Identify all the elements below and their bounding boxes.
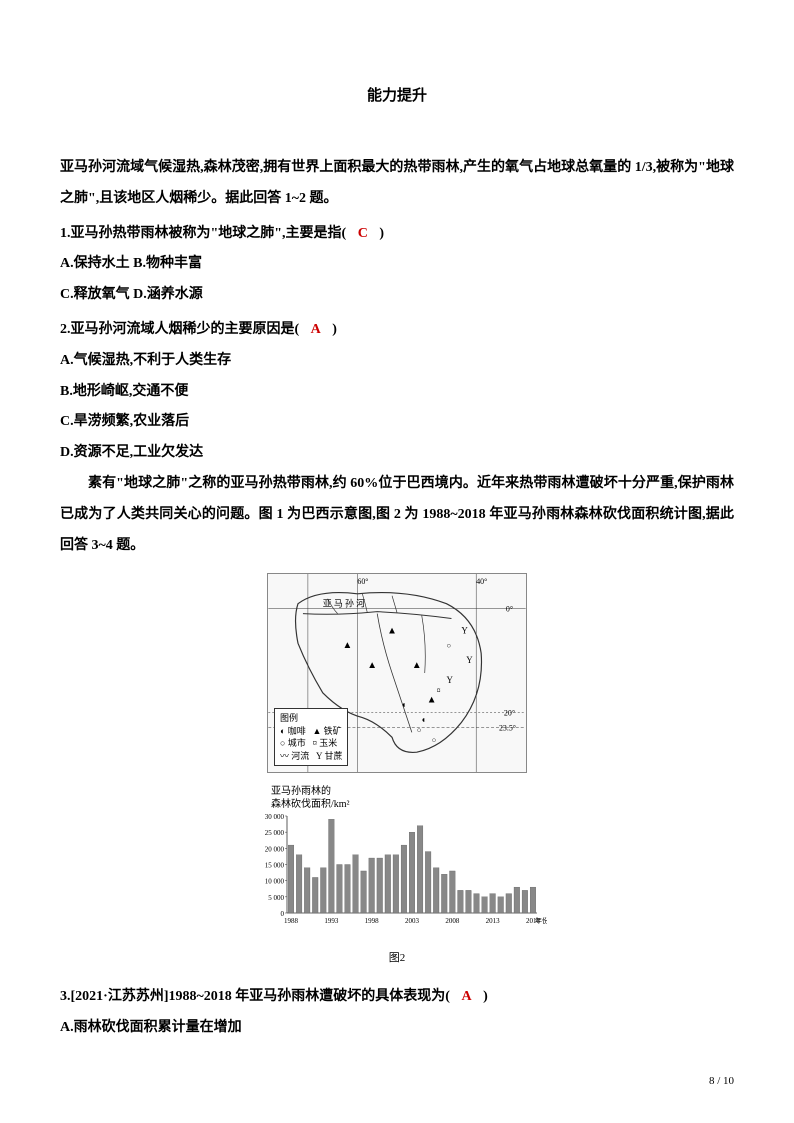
svg-text:30 000: 30 000 bbox=[265, 813, 285, 821]
legend-sym-2: ○ bbox=[280, 738, 285, 748]
legend-label-1: 铁矿 bbox=[324, 726, 342, 736]
brazil-map: 60° 40° 0° 20° 23.5° 亚 马 孙 河 ▲ ▲ ▲ ▲ ▲ ○… bbox=[267, 573, 527, 773]
q3-answer: A bbox=[453, 989, 479, 1004]
legend-label-3: 玉米 bbox=[319, 738, 337, 748]
q2-option-b: B.地形崎岖,交通不便 bbox=[60, 377, 734, 408]
lon-60: 60° bbox=[357, 577, 368, 586]
q1-stem-pre: 1.亚马孙热带雨林被称为"地球之肺",主要是指( bbox=[60, 226, 346, 241]
svg-text:▲: ▲ bbox=[367, 660, 377, 671]
svg-text:▲: ▲ bbox=[343, 641, 353, 652]
q1-stem-post: ) bbox=[379, 226, 384, 241]
lon-40: 40° bbox=[476, 577, 487, 586]
river-label: 亚 马 孙 河 bbox=[323, 598, 365, 609]
q3-option-a: A.雨林砍伐面积累计量在增加 bbox=[60, 1013, 734, 1044]
legend-sym-3: ¤ bbox=[312, 738, 317, 748]
svg-text:1993: 1993 bbox=[324, 917, 339, 925]
svg-text:Y: Y bbox=[461, 626, 468, 636]
svg-text:2003: 2003 bbox=[405, 917, 420, 925]
lat-0: 0° bbox=[506, 605, 513, 614]
svg-text:◐: ◐ bbox=[422, 715, 427, 725]
svg-text:20 000: 20 000 bbox=[265, 846, 285, 854]
lat-23: 23.5° bbox=[499, 724, 516, 733]
svg-text:Y: Y bbox=[466, 655, 473, 665]
bar-chart-svg: 05 00010 00015 00020 00025 00030 0001988… bbox=[247, 811, 547, 931]
q2-option-c: C.旱涝频繁,农业落后 bbox=[60, 407, 734, 438]
q3-stem-post: ) bbox=[483, 989, 488, 1004]
question-2: 2.亚马孙河流域人烟稀少的主要原因是( A ) bbox=[60, 315, 734, 346]
legend-label-2: 城市 bbox=[288, 738, 306, 748]
chart-caption: 图2 bbox=[247, 946, 547, 970]
q2-option-a: A.气候湿热,不利于人类生存 bbox=[60, 346, 734, 377]
svg-text:10 000: 10 000 bbox=[265, 878, 285, 886]
chart-title-2: 森林砍伐面积/km² bbox=[271, 799, 350, 810]
svg-text:▲: ▲ bbox=[387, 626, 397, 637]
svg-text:年份: 年份 bbox=[535, 916, 547, 925]
chart-title-1: 亚马孙雨林的 bbox=[271, 786, 331, 797]
figure-1-map: 60° 40° 0° 20° 23.5° 亚 马 孙 河 ▲ ▲ ▲ ▲ ▲ ○… bbox=[60, 573, 734, 773]
svg-text:▲: ▲ bbox=[427, 695, 437, 706]
legend-sym-1: ▲ bbox=[312, 726, 321, 736]
svg-text:◐: ◐ bbox=[402, 700, 407, 710]
q3-stem-pre: 3.[2021·江苏苏州]1988~2018 年亚马孙雨林遭破坏的具体表现为( bbox=[60, 989, 450, 1004]
q2-answer: A bbox=[303, 322, 329, 337]
context-paragraph-2: 素有"地球之肺"之称的亚马孙热带雨林,约 60%位于巴西境内。近年来热带雨林遭破… bbox=[60, 469, 734, 561]
map-legend: 图例 ◐ 咖啡 ▲ 铁矿 ○ 城市 ¤ 玉米 〰 河流 Y 甘蔗 bbox=[274, 708, 348, 766]
q1-answer: C bbox=[350, 226, 376, 241]
svg-text:2008: 2008 bbox=[445, 917, 460, 925]
legend-label-4: 河流 bbox=[291, 751, 309, 761]
svg-text:¤: ¤ bbox=[437, 686, 441, 695]
page-number: 8 / 10 bbox=[709, 1069, 734, 1093]
q1-options-ab: A.保持水土 B.物种丰富 bbox=[60, 249, 734, 280]
svg-text:Y: Y bbox=[447, 675, 454, 685]
intro-paragraph: 亚马孙河流域气候湿热,森林茂密,拥有世界上面积最大的热带雨林,产生的氧气占地球总… bbox=[60, 153, 734, 215]
svg-text:○: ○ bbox=[447, 642, 452, 651]
question-3: 3.[2021·江苏苏州]1988~2018 年亚马孙雨林遭破坏的具体表现为( … bbox=[60, 982, 734, 1013]
figure-2-chart: 亚马孙雨林的 森林砍伐面积/km² 05 00010 00015 00020 0… bbox=[60, 785, 734, 970]
svg-text:2013: 2013 bbox=[486, 917, 501, 925]
section-title: 能力提升 bbox=[60, 80, 734, 113]
svg-text:15 000: 15 000 bbox=[265, 862, 285, 870]
question-1: 1.亚马孙热带雨林被称为"地球之肺",主要是指( C ) bbox=[60, 219, 734, 250]
legend-sym-0: ◐ bbox=[280, 726, 285, 736]
q2-stem-post: ) bbox=[332, 322, 337, 337]
svg-text:1998: 1998 bbox=[365, 917, 380, 925]
lat-20: 20° bbox=[504, 709, 515, 718]
svg-text:○: ○ bbox=[417, 726, 422, 735]
svg-text:▲: ▲ bbox=[412, 660, 422, 671]
svg-text:○: ○ bbox=[432, 736, 437, 745]
q1-options-cd: C.释放氧气 D.涵养水源 bbox=[60, 280, 734, 311]
legend-label-0: 咖啡 bbox=[288, 726, 306, 736]
legend-title: 图例 bbox=[280, 712, 342, 725]
q2-stem-pre: 2.亚马孙河流域人烟稀少的主要原因是( bbox=[60, 322, 299, 337]
legend-sym-5: Y bbox=[316, 751, 322, 761]
legend-label-5: 甘蔗 bbox=[324, 751, 342, 761]
svg-text:5 000: 5 000 bbox=[268, 894, 284, 902]
legend-sym-4: 〰 bbox=[280, 751, 289, 761]
svg-text:1988: 1988 bbox=[284, 917, 299, 925]
q2-option-d: D.资源不足,工业欠发达 bbox=[60, 438, 734, 469]
svg-text:25 000: 25 000 bbox=[265, 830, 285, 838]
